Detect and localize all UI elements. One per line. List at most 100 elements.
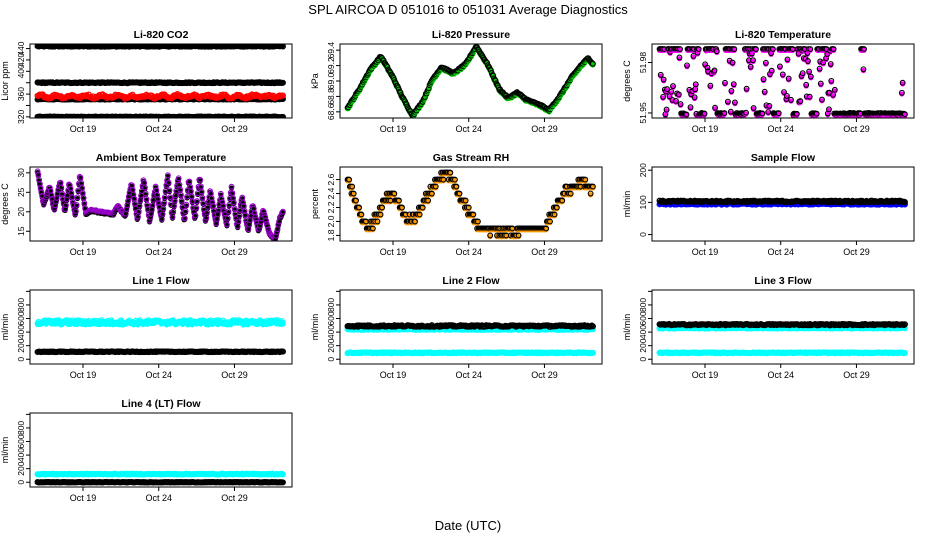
x-tick-label: Oct 24	[455, 247, 482, 257]
data-point	[783, 92, 790, 99]
data-point	[224, 215, 231, 221]
x-tick-label: Oct 19	[70, 247, 97, 257]
data-point	[487, 232, 494, 239]
data-point	[198, 188, 205, 195]
data-point	[660, 76, 667, 83]
data-point	[80, 194, 87, 201]
y-tick-label: 68.8	[326, 88, 336, 105]
data-layer	[344, 44, 596, 118]
data-point	[225, 208, 232, 215]
data-point	[826, 106, 832, 113]
data-point	[440, 176, 447, 183]
data-point	[747, 63, 754, 70]
data-point	[861, 46, 867, 52]
data-point	[806, 68, 813, 75]
data-point	[768, 67, 775, 74]
y-tick-label: 51.98	[638, 52, 648, 74]
data-point	[181, 215, 188, 222]
x-tick-label: Oct 24	[455, 124, 482, 134]
series-line-1-flow-ref-	[34, 348, 286, 356]
x-tick-label: Oct 19	[692, 124, 719, 134]
data-point	[806, 93, 813, 100]
data-point	[677, 101, 684, 108]
data-point	[551, 211, 558, 218]
x-tick-label: Oct 29	[531, 124, 558, 134]
data-point	[192, 212, 199, 219]
data-point	[166, 187, 173, 194]
data-point	[807, 46, 814, 52]
plot-frame	[651, 166, 915, 242]
data-point	[898, 89, 905, 96]
data-point	[38, 189, 45, 196]
data-point	[547, 218, 553, 225]
data-point	[670, 83, 676, 90]
data-point	[722, 79, 728, 86]
data-point	[391, 190, 398, 197]
data-point	[228, 183, 235, 190]
data-point	[425, 197, 432, 204]
y-tick-label: 69.0	[326, 72, 336, 89]
data-point	[672, 98, 679, 104]
y-tick-label: 360	[16, 87, 26, 101]
panel-title: Li-820 Temperature	[735, 29, 831, 41]
data-point	[684, 62, 690, 69]
data-point	[690, 53, 697, 59]
y-tick-label: 2.4	[326, 187, 336, 199]
data-point	[168, 201, 174, 207]
data-point	[142, 190, 149, 197]
data-point	[730, 81, 737, 88]
x-tick-label: Oct 29	[843, 124, 870, 134]
data-point	[379, 204, 386, 211]
data-point	[358, 211, 365, 218]
data-point	[750, 105, 757, 111]
y-tick-label: 68.6	[326, 103, 336, 120]
series-sample-flow-ref-	[656, 197, 908, 206]
data-point	[660, 93, 667, 100]
data-point	[182, 208, 189, 215]
data-point	[350, 190, 357, 197]
data-point	[713, 48, 720, 55]
data-point	[804, 58, 811, 64]
y-tick-label: 0	[638, 232, 648, 237]
data-point	[141, 184, 148, 191]
data-point	[676, 54, 683, 61]
data-point	[73, 201, 80, 208]
plot-frame	[339, 166, 603, 242]
x-tick-label: Oct 24	[145, 124, 172, 134]
data-point	[899, 79, 906, 86]
panel-title: Li-820 Pressure	[432, 29, 510, 41]
data-point	[164, 172, 171, 179]
data-point	[760, 76, 767, 83]
data-point	[346, 176, 353, 183]
data-point	[743, 85, 750, 92]
series-temperature	[656, 46, 908, 118]
data-point	[692, 81, 699, 88]
data-point	[241, 208, 248, 214]
data-point	[223, 221, 230, 228]
data-point	[177, 186, 184, 193]
data-point	[553, 204, 560, 211]
data-point	[377, 211, 384, 218]
data-point	[279, 208, 286, 215]
data-point	[860, 66, 867, 73]
panel-title: Line 1 Flow	[132, 275, 190, 287]
data-point	[152, 183, 159, 190]
data-point	[194, 198, 200, 205]
data-point	[143, 196, 150, 202]
data-point	[797, 98, 804, 105]
series-reference-320	[34, 113, 286, 118]
data-point	[242, 212, 249, 218]
data-point	[813, 110, 820, 117]
data-point	[230, 199, 237, 206]
data-point	[412, 218, 418, 225]
y-tick-label: 25	[16, 187, 26, 197]
data-layer	[656, 197, 908, 208]
data-point	[369, 225, 376, 232]
panel-title: Ambient Box Temperature	[96, 152, 227, 164]
data-layer	[34, 44, 286, 118]
data-point	[356, 204, 363, 211]
